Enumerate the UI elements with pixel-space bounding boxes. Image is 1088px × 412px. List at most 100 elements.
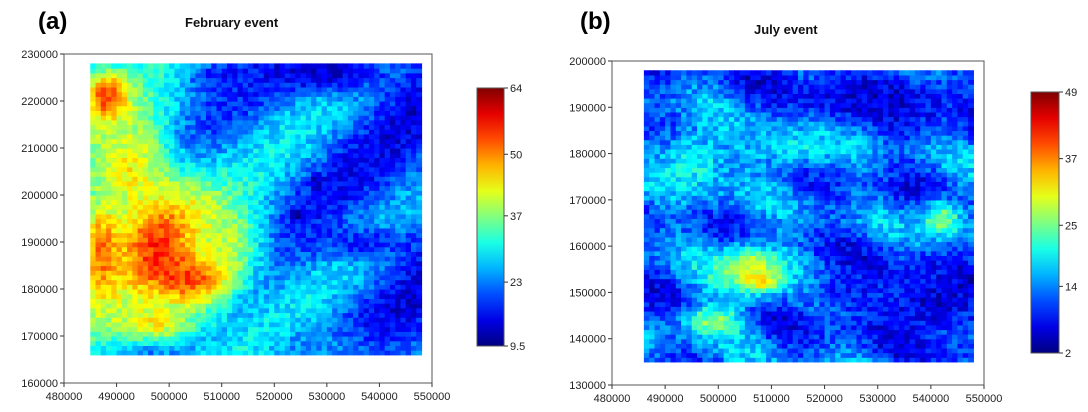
heatmap-cell — [342, 162, 349, 168]
heatmap-cell — [665, 213, 672, 219]
heatmap-cell — [686, 111, 693, 118]
heatmap-cell — [127, 274, 133, 281]
heatmap-cell — [686, 79, 693, 85]
heatmap-cell — [305, 96, 312, 102]
heatmap-cell — [221, 331, 228, 337]
heatmap-cell — [232, 284, 239, 290]
heatmap-cell — [686, 315, 693, 321]
heatmap-cell — [670, 98, 677, 104]
heatmap-cell — [290, 326, 296, 332]
heatmap-cell — [269, 105, 275, 111]
heatmap-cell — [342, 190, 349, 196]
heatmap-cell — [654, 121, 661, 127]
heatmap-cell — [670, 181, 677, 187]
heatmap-cell — [686, 301, 693, 307]
heatmap-cell — [200, 171, 207, 177]
heatmap-cell — [670, 107, 677, 113]
heatmap-cell — [400, 124, 407, 130]
heatmap-cell — [158, 195, 165, 201]
heatmap-cell — [184, 256, 191, 262]
heatmap-cell — [305, 133, 312, 140]
heatmap-cell — [290, 298, 296, 304]
heatmap-cell — [675, 121, 682, 127]
heatmap-cell — [137, 68, 144, 74]
heatmap-cell — [670, 209, 677, 215]
heatmap-cell — [405, 237, 412, 243]
heatmap-cell — [379, 199, 386, 205]
heatmap-cell — [111, 86, 118, 93]
heatmap-cell — [142, 101, 149, 107]
heatmap-cell — [342, 115, 349, 121]
heatmap-cell — [670, 310, 677, 317]
heatmap-cell — [384, 223, 391, 229]
heatmap-cell — [237, 260, 244, 267]
heatmap-cell — [205, 227, 212, 234]
heatmap-cell — [379, 91, 386, 97]
heatmap-cell — [158, 152, 165, 158]
heatmap-cell — [158, 124, 165, 130]
heatmap-cell — [179, 279, 186, 285]
heatmap-cell — [111, 171, 118, 177]
heatmap-cell — [279, 350, 286, 356]
heatmap-cell — [342, 91, 349, 97]
heatmap-cell — [121, 251, 128, 257]
heatmap-cell — [728, 287, 735, 294]
heatmap-cell — [300, 218, 307, 224]
heatmap-cell — [405, 63, 412, 69]
heatmap-cell — [363, 133, 370, 140]
heatmap-cell — [691, 125, 698, 132]
heatmap-cell — [691, 185, 698, 192]
heatmap-cell — [311, 265, 317, 271]
heatmap-cell — [290, 336, 296, 342]
heatmap-cell — [363, 199, 370, 205]
heatmap-cell — [253, 115, 260, 121]
heatmap-cell — [95, 270, 102, 276]
heatmap-cell — [221, 119, 228, 126]
heatmap-cell — [111, 110, 118, 116]
heatmap-cell — [137, 199, 144, 205]
heatmap-cell — [384, 157, 391, 163]
heatmap-cell — [258, 284, 265, 290]
heatmap-cell — [665, 172, 672, 178]
heatmap-cell — [269, 171, 275, 177]
heatmap-cell — [384, 303, 391, 309]
heatmap-cell — [190, 176, 197, 182]
heatmap-cell — [290, 256, 296, 262]
heatmap-cell — [169, 279, 175, 285]
heatmap-cell — [111, 223, 118, 229]
heatmap-cell — [300, 209, 307, 215]
heatmap-cell — [353, 180, 359, 187]
heatmap-cell — [337, 180, 344, 187]
heatmap-cell — [242, 223, 249, 229]
heatmap-cell — [263, 246, 270, 252]
heatmap-cell — [643, 93, 650, 99]
heatmap-cell — [148, 279, 154, 285]
heatmap-cell — [290, 321, 296, 328]
heatmap-cell — [675, 209, 682, 215]
heatmap-cell — [226, 124, 233, 130]
heatmap-cell — [116, 110, 123, 116]
heatmap-cell — [148, 72, 154, 79]
heatmap-cell — [195, 317, 202, 323]
heatmap-cell — [100, 321, 107, 328]
heatmap-cell — [342, 223, 349, 229]
heatmap-cell — [686, 241, 693, 247]
colorbar-tick-label: 64 — [510, 83, 522, 95]
heatmap-cell — [258, 331, 265, 337]
heatmap-cell — [347, 321, 354, 328]
heatmap-cell — [384, 91, 391, 97]
heatmap-cell — [232, 96, 239, 102]
heatmap-cell — [221, 303, 228, 309]
heatmap-cell — [184, 326, 191, 332]
heatmap-cell — [284, 321, 291, 328]
heatmap-cell — [258, 162, 265, 168]
heatmap-cell — [226, 143, 233, 149]
heatmap-cell — [221, 143, 228, 149]
heatmap-cell — [347, 331, 354, 337]
heatmap-cell — [681, 181, 687, 187]
heatmap-cell — [395, 176, 402, 182]
heatmap-cell — [643, 292, 650, 298]
heatmap-cell — [712, 88, 719, 94]
heatmap-cell — [723, 329, 730, 335]
heatmap-cell — [221, 251, 228, 257]
